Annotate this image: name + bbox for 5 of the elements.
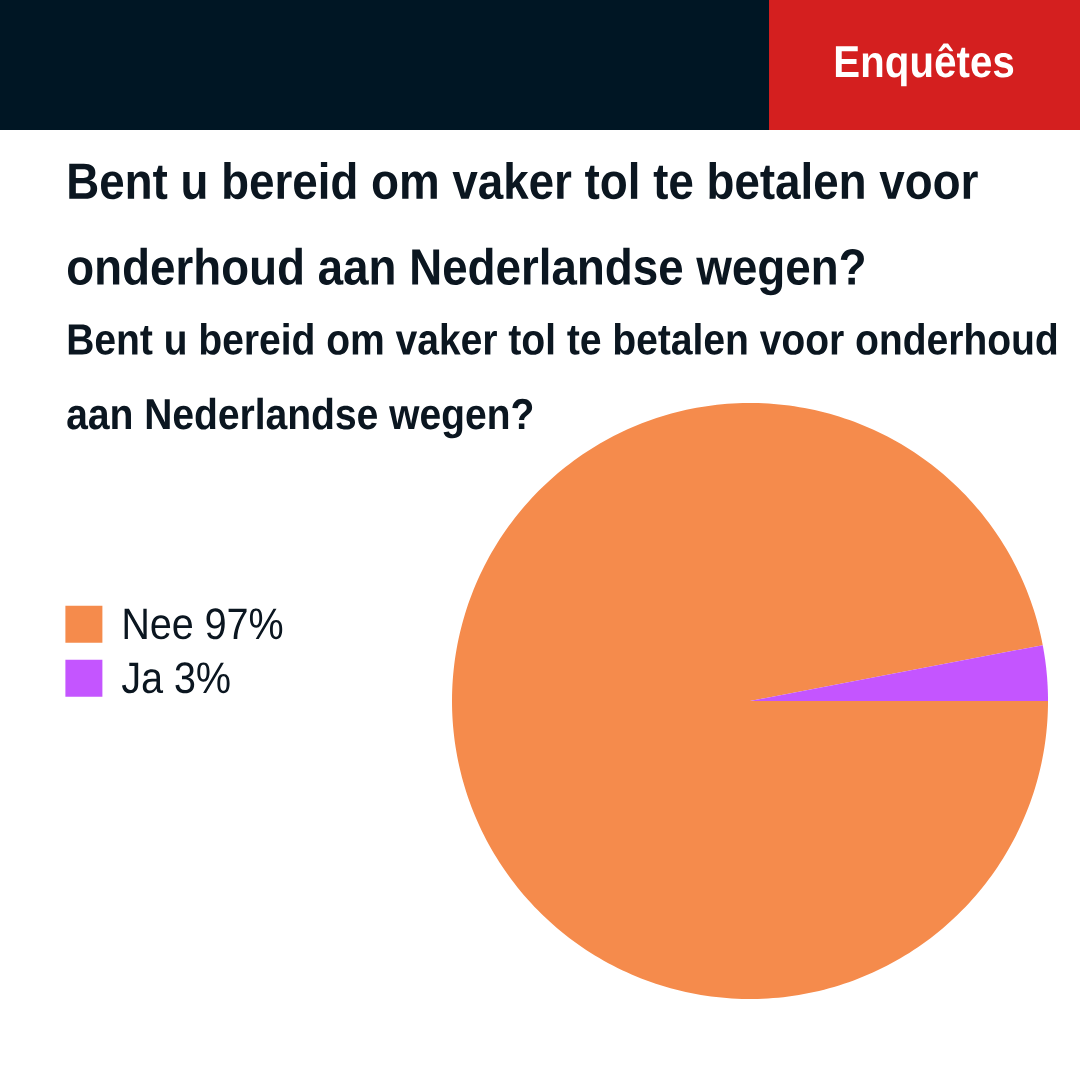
text: Enquêtes bbox=[835, 43, 1014, 87]
chart-subtitle: Bent u bereid om vaker tol te betalen voor onderhoud aan Nederlandse wegen? bbox=[67, 322, 1057, 439]
legend-label: Nee 97% bbox=[124, 608, 283, 640]
chart-title: Bent u bereid om vaker tol te betalen voor onderhoud aan Nederlandse wegen? bbox=[67, 161, 978, 296]
legend-label: Ja 3% bbox=[121, 662, 230, 694]
